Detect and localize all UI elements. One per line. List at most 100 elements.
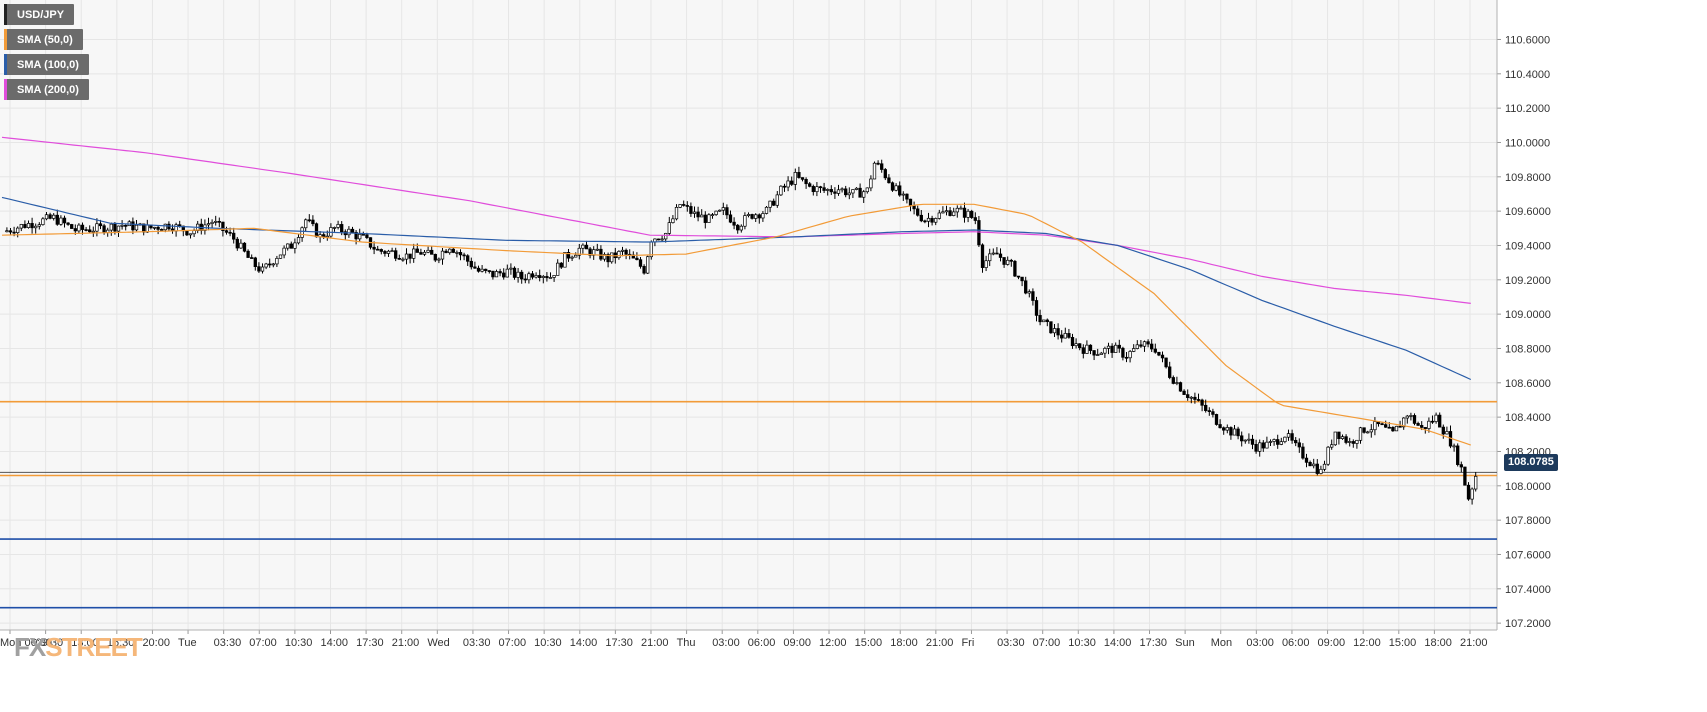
candle-body <box>397 258 401 260</box>
candle <box>991 248 995 256</box>
candle-body <box>124 224 128 227</box>
candle-body <box>1013 260 1017 277</box>
candle <box>973 212 977 225</box>
candle-body <box>700 214 704 218</box>
candle-body <box>1322 463 1327 470</box>
candle-body <box>304 219 308 229</box>
candle <box>577 244 581 260</box>
candle-body <box>1362 427 1366 433</box>
candle-body <box>55 214 59 225</box>
candle-body <box>1085 344 1089 354</box>
candle-body <box>232 232 236 240</box>
candle <box>1052 323 1057 337</box>
candle <box>314 222 319 238</box>
candle-body <box>1344 436 1348 443</box>
candle <box>1445 426 1449 435</box>
x-tick-label: 07:00 <box>1033 637 1061 649</box>
candle-body <box>638 259 643 267</box>
candle-body <box>959 207 963 210</box>
candle <box>534 272 538 279</box>
sma200-line <box>1 136 1471 304</box>
candle-body <box>930 217 934 223</box>
candle-body <box>152 226 157 229</box>
candle-body <box>487 270 491 272</box>
candle-body <box>1168 366 1172 378</box>
candle-body <box>689 206 693 214</box>
candle-body <box>1124 356 1129 359</box>
candle-body <box>401 258 405 261</box>
candle <box>581 243 585 254</box>
candle <box>1103 346 1107 358</box>
candle-body <box>77 224 81 232</box>
candle <box>116 225 121 238</box>
candle-body <box>476 267 481 272</box>
candle-body <box>1416 423 1420 426</box>
candle <box>995 247 999 255</box>
candle <box>746 212 751 218</box>
candle-body <box>1074 343 1078 347</box>
sma100-line <box>1 196 1472 381</box>
candle <box>383 249 387 257</box>
candle-body <box>1157 351 1161 356</box>
candle-body <box>728 214 733 223</box>
candle <box>473 261 477 269</box>
candle <box>970 209 974 219</box>
candle <box>37 222 41 230</box>
candle <box>818 185 823 193</box>
candle <box>512 266 517 280</box>
candle <box>260 263 265 274</box>
legend-item-usdjpy[interactable]: USD/JPY <box>4 4 75 25</box>
candle <box>239 239 243 249</box>
candle-body <box>595 248 599 251</box>
candle-body <box>523 278 527 281</box>
candle <box>268 258 272 268</box>
candle-body <box>1250 438 1255 445</box>
candle-body <box>574 254 578 258</box>
candle <box>1016 275 1021 280</box>
candle <box>1171 375 1175 385</box>
candle-body <box>271 263 275 266</box>
candle-body <box>1373 421 1377 431</box>
candle-body <box>714 210 718 215</box>
legend-item-sma200[interactable]: SMA (200,0) <box>4 79 89 100</box>
legend-item-sma50[interactable]: SMA (50,0) <box>4 29 83 50</box>
candle-body <box>1420 425 1424 428</box>
candle-body <box>509 267 513 270</box>
candle-body <box>163 223 167 231</box>
candle-body <box>505 268 509 278</box>
candle-body <box>844 188 848 196</box>
candle-body <box>754 214 758 219</box>
candle <box>347 226 351 238</box>
candle-body <box>790 180 794 185</box>
candle <box>484 268 488 274</box>
candle-body <box>826 189 830 191</box>
candle-body <box>1042 319 1046 323</box>
candle-body <box>1312 463 1316 467</box>
candle <box>1441 424 1445 439</box>
candle-body <box>1164 357 1168 368</box>
candle <box>494 269 499 278</box>
candle-body <box>1265 441 1269 449</box>
candle-body <box>66 222 70 225</box>
candle <box>1340 434 1345 440</box>
candle <box>793 168 797 191</box>
candle-body <box>541 276 545 278</box>
candle-body <box>275 257 279 265</box>
candle-body <box>872 162 877 180</box>
candle <box>541 274 545 284</box>
legend-item-sma100[interactable]: SMA (100,0) <box>4 54 89 75</box>
candle <box>1409 412 1413 421</box>
candle-body <box>246 250 250 258</box>
candle <box>959 205 963 210</box>
y-tick-label: 110.4000 <box>1505 69 1550 81</box>
candle-body <box>761 213 765 219</box>
candle <box>599 245 603 261</box>
candle <box>833 187 837 199</box>
x-tick-label: Thu <box>677 637 696 649</box>
candle-body <box>156 226 160 230</box>
candles <box>5 159 1478 505</box>
candle-body <box>70 224 74 229</box>
x-tick-label: Tue <box>178 637 197 649</box>
candle <box>246 249 250 258</box>
